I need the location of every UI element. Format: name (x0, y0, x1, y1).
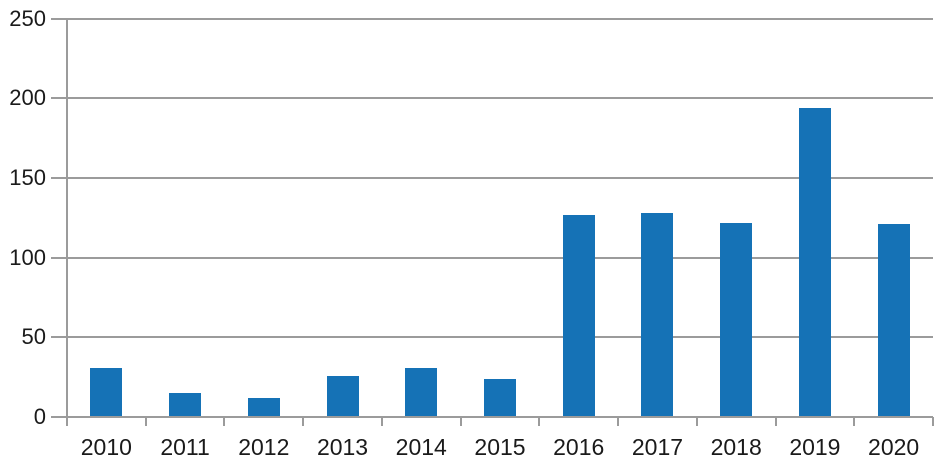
x-axis-tick-label: 2010 (80, 434, 132, 460)
x-axis-tick-label: 2015 (474, 434, 526, 460)
bar-2010 (90, 367, 123, 417)
x-axis-tick (223, 417, 226, 426)
x-axis-tick (66, 417, 68, 426)
x-axis-tick (302, 417, 305, 426)
x-axis-tick-label: 2012 (238, 434, 290, 460)
bar-2018 (720, 222, 753, 417)
y-axis-tick-label: 50 (21, 324, 46, 350)
x-axis-tick-label: 2017 (631, 434, 684, 460)
y-axis-tick (51, 17, 67, 20)
x-axis-tick (853, 417, 856, 426)
x-axis-tick-label: 2019 (789, 434, 841, 460)
y-axis-tick (51, 256, 67, 259)
y-axis-tick-label: 150 (9, 164, 46, 190)
x-axis-tick-label: 2014 (395, 434, 447, 460)
y-axis-tick (51, 336, 67, 339)
y-gridline (67, 336, 933, 339)
x-axis-tick (459, 417, 462, 426)
bar-2016 (562, 214, 595, 417)
y-axis-line (66, 17, 68, 418)
bar-2011 (169, 393, 202, 417)
y-axis-tick-label: 0 (33, 404, 46, 429)
y-gridline (67, 17, 933, 20)
y-gridline (67, 176, 933, 179)
x-axis-tick (538, 417, 541, 426)
x-axis-tick (380, 417, 383, 426)
x-axis-tick (695, 417, 698, 426)
bar-2012 (247, 397, 280, 417)
x-axis-tick-label: 2020 (868, 434, 920, 460)
y-axis-tick-label: 250 (9, 5, 46, 31)
x-axis-tick-label: 2018 (710, 434, 762, 460)
y-axis-tick (51, 97, 67, 100)
y-axis-tick (51, 416, 67, 418)
y-gridline (67, 97, 933, 100)
y-axis-tick-label: 100 (9, 244, 46, 270)
x-axis-tick (774, 417, 777, 426)
bar-2017 (641, 212, 674, 417)
x-axis-tick (617, 417, 620, 426)
x-axis-tick (144, 417, 147, 426)
bar-2015 (484, 378, 516, 417)
y-axis-tick-label: 200 (9, 85, 46, 111)
x-axis-tick-label: 2011 (160, 434, 210, 460)
bar-2020 (877, 224, 910, 417)
x-axis-tick (932, 417, 934, 426)
x-axis-line (67, 416, 933, 418)
y-axis-tick (51, 176, 67, 179)
y-gridline (67, 256, 933, 259)
bar-2019 (798, 107, 831, 417)
bar-2013 (326, 375, 359, 417)
x-axis-tick-label: 2016 (553, 434, 605, 460)
bar-2014 (405, 367, 438, 417)
x-axis-tick-label: 2013 (316, 434, 369, 460)
